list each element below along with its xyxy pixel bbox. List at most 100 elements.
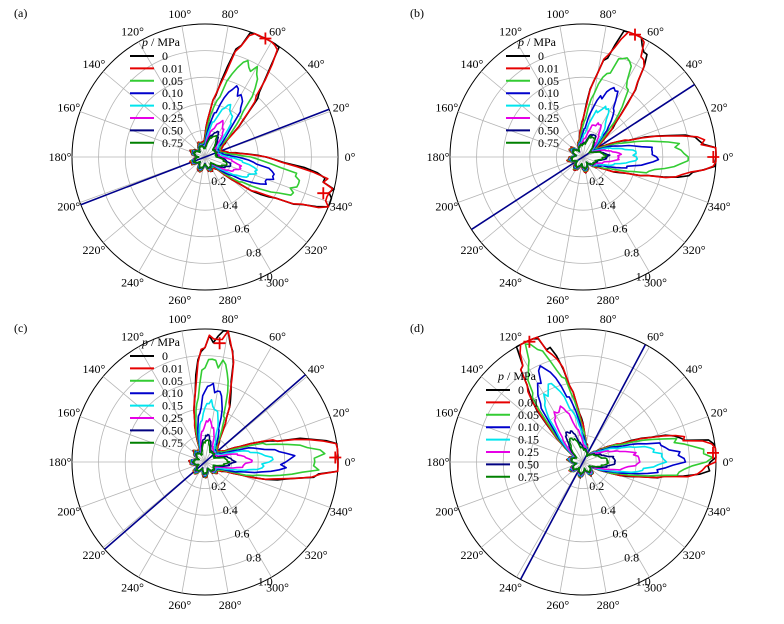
angle-tick-label: 160° <box>57 405 80 419</box>
angle-tick-label: 320° <box>305 243 328 257</box>
radial-tick-label: 0.2 <box>589 174 604 188</box>
panel-label: (d) <box>410 321 424 335</box>
peak-marker <box>707 446 719 459</box>
legend-entry: 0.15 <box>162 399 183 413</box>
polar-panel-3: 0° 20° 40° 60° 80° 100° 120° 140° 160° 180° 200° 22… <box>14 312 356 612</box>
angle-tick-label: 280° <box>597 598 620 612</box>
spoke-line <box>559 156 584 289</box>
radial-tick-label: 0.4 <box>223 198 238 212</box>
spoke-line <box>181 25 206 158</box>
radial-tick-label: 0.8 <box>624 551 639 565</box>
angle-tick-label: 0° <box>723 150 734 164</box>
angle-tick-label: 260° <box>168 598 191 612</box>
spoke-line <box>457 156 584 203</box>
spoke-line <box>79 111 206 158</box>
angle-tick-label: 340° <box>708 200 731 214</box>
legend-entry: 0.25 <box>162 111 183 125</box>
polar-panel-1: 0° 20° 40° 60° 80° 100° 120° 140° 160° 180° 200° 22… <box>14 6 356 307</box>
legend-title: p / MPa <box>517 35 557 49</box>
angle-tick-label: 180° <box>427 150 450 164</box>
angle-tick-label: 80° <box>600 312 617 326</box>
angle-tick-label: 300° <box>266 276 289 290</box>
angle-tick-label: 40° <box>308 57 325 71</box>
spoke-line <box>559 461 584 594</box>
angle-tick-label: 20° <box>333 405 350 419</box>
spoke-line <box>204 461 229 594</box>
spoke-line <box>480 461 584 548</box>
spoke-line <box>102 71 206 158</box>
angle-tick-label: 120° <box>121 330 144 344</box>
angle-tick-label: 320° <box>683 548 706 562</box>
spoke-line <box>516 41 584 158</box>
angle-tick-label: 280° <box>219 598 242 612</box>
legend-title: p / MPa <box>141 335 181 349</box>
angle-tick-label: 280° <box>219 293 242 307</box>
spoke-line <box>582 461 650 578</box>
angle-tick-label: 120° <box>499 330 522 344</box>
radial-tick-label: 0.4 <box>223 503 238 517</box>
angle-tick-label: 220° <box>460 548 483 562</box>
angle-tick-label: 120° <box>121 25 144 39</box>
radial-tick-label: 1.0 <box>258 270 273 284</box>
legend-entry: 0.10 <box>162 86 183 100</box>
legend-entry: 0.50 <box>162 123 183 137</box>
legend-entry: 0 <box>518 383 524 397</box>
spoke-line <box>559 330 584 463</box>
legend-entry: 0.15 <box>518 433 539 447</box>
panel-label: (c) <box>14 321 27 335</box>
legend-entry: 0 <box>162 349 168 363</box>
angle-tick-label: 100° <box>168 7 191 21</box>
angle-tick-label: 160° <box>57 100 80 114</box>
angle-tick-label: 240° <box>121 276 144 290</box>
angle-tick-label: 140° <box>82 57 105 71</box>
angle-tick-label: 100° <box>546 312 569 326</box>
reference-line <box>471 83 695 231</box>
angle-tick-label: 100° <box>546 7 569 21</box>
spoke-line <box>138 41 206 158</box>
legend-entry: 0.10 <box>518 420 539 434</box>
radial-tick-label: 1.0 <box>258 575 273 589</box>
legend-entry: 0.01 <box>162 61 183 75</box>
angle-tick-label: 180° <box>49 150 72 164</box>
radial-tick-label: 0.2 <box>211 174 226 188</box>
radial-tick-label: 0.6 <box>235 527 250 541</box>
spoke-line <box>181 156 206 289</box>
radial-tick-label: 1.0 <box>636 575 651 589</box>
angle-tick-label: 200° <box>435 200 458 214</box>
spoke-line <box>516 346 584 463</box>
angle-tick-label: 260° <box>168 293 191 307</box>
angle-tick-label: 280° <box>597 293 620 307</box>
spoke-line <box>480 156 584 243</box>
angle-tick-label: 300° <box>644 581 667 595</box>
spoke-line <box>204 156 272 273</box>
legend-entry: 0.25 <box>538 111 559 125</box>
legend-entry: 0.15 <box>538 99 559 113</box>
spoke-line <box>582 376 686 463</box>
spoke-line <box>138 461 206 578</box>
series-contour-0.01 <box>519 336 717 479</box>
radial-tick-label: 0.6 <box>235 222 250 236</box>
spoke-line <box>138 346 206 463</box>
angle-tick-label: 80° <box>600 7 617 21</box>
angle-tick-label: 140° <box>82 362 105 376</box>
legend-entry: 0.05 <box>538 74 559 88</box>
legend-entry: 0.50 <box>518 457 539 471</box>
legend-entry: 0.05 <box>162 374 183 388</box>
angle-tick-label: 260° <box>546 293 569 307</box>
angle-tick-label: 20° <box>711 100 728 114</box>
legend-entry: 0.25 <box>518 445 539 459</box>
spoke-line <box>582 156 686 243</box>
angle-tick-label: 200° <box>435 505 458 519</box>
spoke-line <box>204 461 272 578</box>
polar-panel-2: 0° 20° 40° 60° 80° 100° 120° 140° 160° 180° 200° 22… <box>410 6 734 307</box>
peak-marker <box>259 32 272 45</box>
spoke-line <box>79 416 206 463</box>
spoke-line <box>480 71 584 158</box>
peak-marker <box>707 151 720 163</box>
radial-tick-label: 0.4 <box>601 503 616 517</box>
series-contour-0.75 <box>570 135 608 171</box>
